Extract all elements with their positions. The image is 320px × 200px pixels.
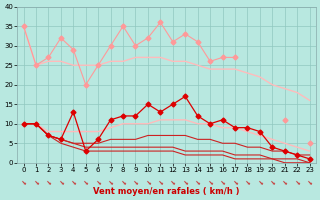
- Text: →: →: [45, 179, 52, 186]
- Text: →: →: [244, 179, 251, 186]
- Text: →: →: [82, 179, 89, 186]
- Text: →: →: [206, 179, 214, 186]
- Text: →: →: [194, 179, 201, 186]
- Text: →: →: [20, 179, 27, 186]
- Text: →: →: [94, 179, 102, 186]
- Text: →: →: [256, 179, 263, 186]
- Text: →: →: [293, 179, 301, 186]
- Text: →: →: [70, 179, 77, 186]
- Text: →: →: [281, 179, 288, 186]
- Text: →: →: [306, 179, 313, 186]
- Text: →: →: [144, 179, 152, 186]
- Text: →: →: [219, 179, 226, 186]
- Text: →: →: [182, 179, 189, 186]
- Text: →: →: [119, 179, 127, 186]
- Text: →: →: [157, 179, 164, 186]
- Text: →: →: [269, 179, 276, 186]
- Text: →: →: [57, 179, 65, 186]
- Text: →: →: [169, 179, 176, 186]
- X-axis label: Vent moyen/en rafales ( km/h ): Vent moyen/en rafales ( km/h ): [93, 187, 240, 196]
- Text: →: →: [107, 179, 114, 186]
- Text: →: →: [132, 179, 139, 186]
- Text: →: →: [231, 179, 239, 186]
- Text: →: →: [32, 179, 40, 186]
